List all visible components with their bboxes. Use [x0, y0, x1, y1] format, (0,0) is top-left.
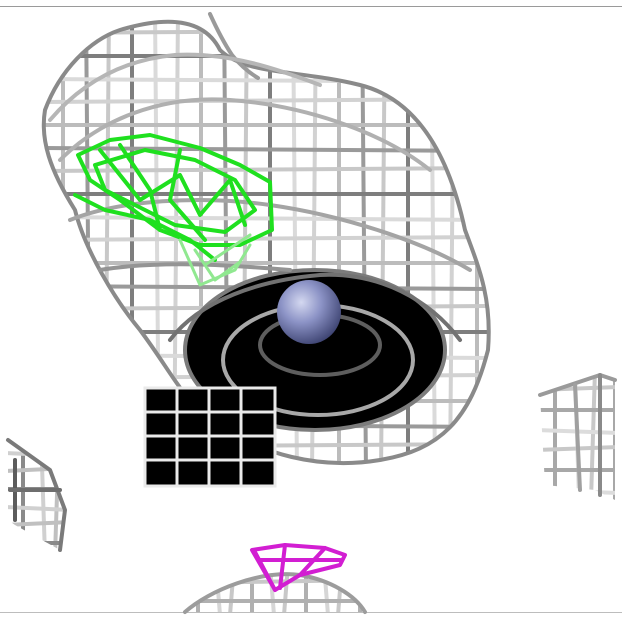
mesh-line	[8, 520, 65, 527]
mesh-line	[282, 574, 290, 612]
mesh-line	[540, 488, 615, 495]
mesh-line	[185, 578, 365, 585]
mesh-line	[36, 10, 40, 475]
mesh-line	[268, 574, 276, 612]
left-mesh-fragment	[1, 435, 67, 555]
mesh-line	[40, 10, 495, 13]
bottom-border-line	[0, 612, 622, 613]
mesh-line	[8, 451, 65, 458]
mesh-line	[322, 574, 330, 612]
mesh-line	[531, 370, 535, 500]
metal-ion-sphere[interactable]	[277, 280, 341, 344]
mesh-line	[176, 565, 180, 615]
mesh-line	[43, 215, 489, 222]
mesh-line	[540, 385, 615, 392]
mesh-line	[448, 21, 456, 464]
right-mesh-fragment	[531, 370, 620, 500]
mesh-line	[43, 28, 489, 35]
faint-mesh-fragment	[143, 386, 277, 488]
green-difference-density	[73, 133, 274, 287]
mesh-line	[429, 21, 437, 464]
mesh-line	[43, 235, 489, 242]
mesh-line	[1, 435, 5, 555]
mesh-line	[39, 440, 47, 550]
top-border-line	[0, 6, 622, 7]
magenta-difference-density	[250, 543, 347, 592]
mesh-line	[535, 370, 620, 373]
mesh-line	[43, 146, 489, 153]
mesh-line	[228, 574, 236, 612]
mesh-line	[589, 375, 597, 500]
